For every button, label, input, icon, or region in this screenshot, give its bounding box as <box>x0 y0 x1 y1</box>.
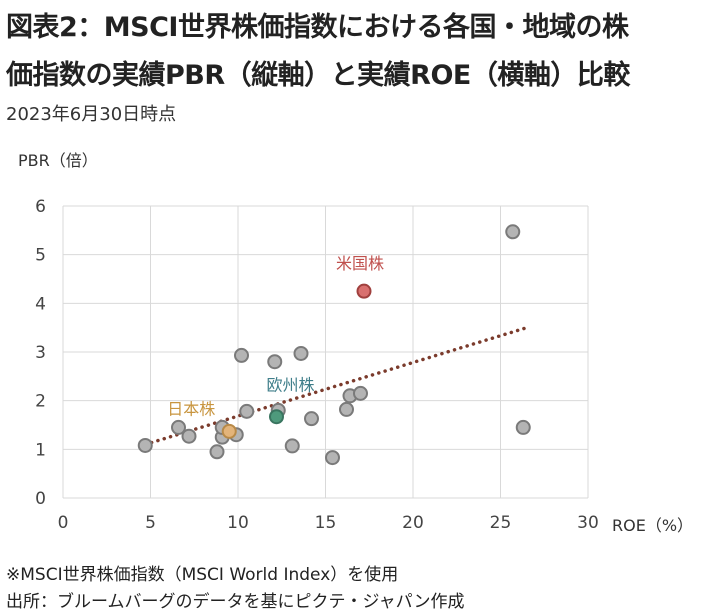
axis-layer: 0 5 10 15 20 25 30 0 1 2 3 4 5 6 <box>35 197 599 533</box>
footnote: ※MSCI世界株価指数（MSCI World Index）を使用 <box>6 565 399 585</box>
us-label: 米国株 <box>336 254 384 273</box>
trend-line <box>143 325 529 447</box>
y-tick-label: 2 <box>35 392 46 412</box>
x-axis-title: ROE（%） <box>612 516 693 535</box>
country-point <box>284 438 300 454</box>
x-tick-label: 25 <box>490 513 512 533</box>
country-point <box>267 354 283 370</box>
point-layer <box>137 224 531 466</box>
japan-label: 日本株 <box>167 399 215 418</box>
title-line-2: 価指数の実績PBR（縦軸）と実績ROE（横軸）比較 <box>6 60 630 91</box>
source-note: 出所：ブルームバーグのデータを基にピクテ・ジャパン作成 <box>6 592 465 612</box>
europe-point <box>269 409 284 425</box>
us-point <box>356 283 372 299</box>
country-point <box>353 385 368 401</box>
country-point <box>181 428 197 444</box>
y-tick-label: 1 <box>35 440 46 460</box>
country-point <box>325 450 340 466</box>
trend-layer <box>143 325 529 447</box>
japan-point <box>221 423 237 439</box>
y-tick-label: 0 <box>35 489 46 509</box>
y-tick-label: 5 <box>35 246 46 266</box>
y-tick-label: 3 <box>35 343 46 363</box>
country-point <box>505 224 521 240</box>
country-point <box>515 419 531 435</box>
y-tick-label: 4 <box>35 294 46 314</box>
country-point <box>304 411 319 427</box>
x-tick-label: 5 <box>145 513 156 533</box>
country-point <box>234 347 249 363</box>
x-tick-label: 15 <box>315 513 337 533</box>
x-tick-label: 0 <box>58 513 69 533</box>
country-point <box>339 401 354 417</box>
x-tick-label: 10 <box>227 513 249 533</box>
figure-title: 図表2：MSCI世界株価指数における各国・地域の株 価指数の実績PBR（縦軸）と… <box>6 4 630 100</box>
title-line-1: 図表2：MSCI世界株価指数における各国・地域の株 <box>6 12 629 43</box>
country-point <box>239 403 255 419</box>
y-tick-label: 6 <box>35 197 46 217</box>
date-subtitle: 2023年6月30日時点 <box>6 104 177 125</box>
x-tick-label: 20 <box>402 513 424 533</box>
country-point <box>293 345 309 361</box>
country-point <box>137 437 153 453</box>
europe-label: 欧州株 <box>266 376 314 395</box>
country-point <box>171 419 186 435</box>
x-tick-label: 30 <box>577 513 599 533</box>
y-axis-title: PBR（倍） <box>18 151 98 170</box>
country-point <box>209 444 225 460</box>
grid-layer <box>62 205 589 499</box>
